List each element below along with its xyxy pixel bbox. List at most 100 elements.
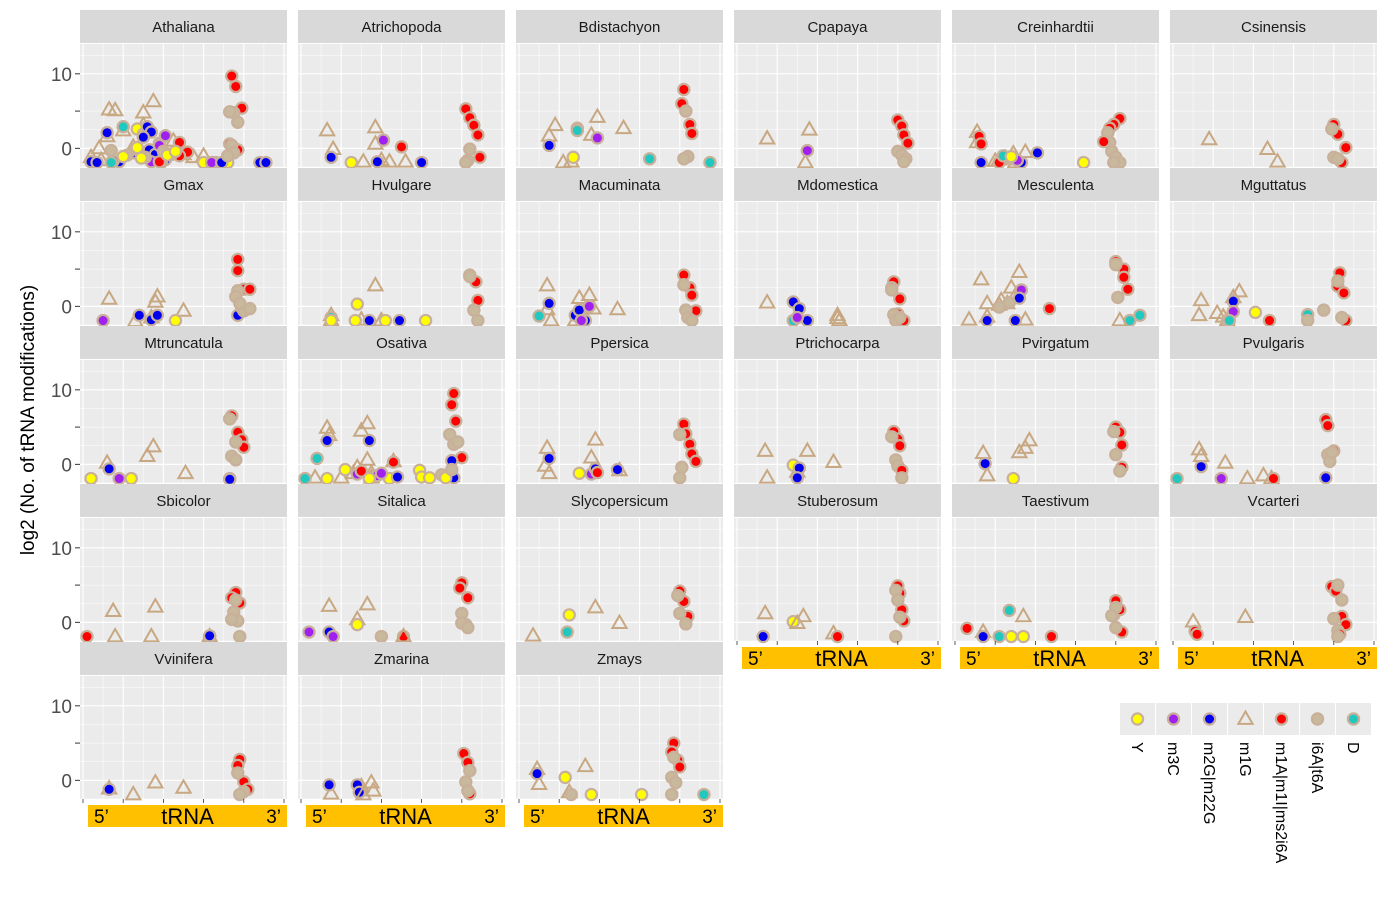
facet-strip <box>952 484 1159 517</box>
facet-title: Mtruncatula <box>144 335 223 352</box>
data-point-m1g <box>608 299 627 316</box>
data-point-m1g <box>960 310 978 326</box>
data-point-i6a <box>679 104 693 118</box>
data-point-m1g <box>144 91 163 108</box>
data-point-m1g <box>1216 453 1235 469</box>
facet-title: Osativa <box>376 335 428 352</box>
facet-slycopersicum: Slycopersicum <box>516 484 723 642</box>
data-point-i6a <box>673 606 687 621</box>
data-point-m1a <box>447 386 461 401</box>
data-point-m2g <box>202 629 217 643</box>
data-point-i6a <box>451 435 465 449</box>
facet-strip <box>1170 484 1377 517</box>
data-point-d <box>104 155 118 170</box>
y-tick-label: 10 <box>51 381 72 402</box>
data-point-y <box>378 313 393 328</box>
facet-title: Sitalica <box>377 493 426 510</box>
facet-mguttatus: Mguttatus <box>1170 168 1377 328</box>
facet-strip <box>298 484 505 517</box>
data-point-m1g <box>972 270 990 286</box>
data-point-m2g <box>102 462 116 476</box>
legend-label: m1G <box>1236 742 1253 777</box>
facet-strip <box>298 326 505 359</box>
data-point-y <box>84 471 98 486</box>
facet-sitalica: Sitalica <box>298 484 505 644</box>
data-point-m1g <box>1192 290 1210 307</box>
data-point-m1g <box>756 603 774 620</box>
data-point-m1g <box>142 627 161 643</box>
data-point-y <box>320 471 334 486</box>
data-point-i6a <box>677 152 691 166</box>
data-point-m1g <box>830 311 849 327</box>
data-point-d <box>298 471 312 486</box>
data-point-y <box>324 313 338 328</box>
data-point-m1g <box>174 301 193 317</box>
data-point-i6a <box>463 269 477 284</box>
data-point-m1a <box>677 82 691 97</box>
facet-title: Cpapaya <box>807 19 868 36</box>
trna-bar <box>960 647 1159 669</box>
data-point-y <box>634 787 649 802</box>
facet-title: Bdistachyon <box>579 19 661 36</box>
data-point-m1g <box>788 613 807 629</box>
data-point-m2g <box>542 296 556 311</box>
data-point-m1g <box>758 129 777 145</box>
trna-3prime-label: 3’ <box>484 807 499 828</box>
facet-atrichopoda: Atrichopoda <box>298 10 505 170</box>
data-point-m1g <box>1016 438 1035 454</box>
data-point-i6a <box>445 462 459 477</box>
facet-title: Mguttatus <box>1241 177 1307 194</box>
data-point-m1a <box>461 591 475 605</box>
data-point-i6a <box>1325 122 1339 136</box>
data-point-i6a <box>673 427 687 442</box>
data-point-m1g <box>978 466 997 482</box>
data-point-m1g <box>1208 303 1227 319</box>
facet-bdistachyon: Bdistachyon <box>516 10 723 170</box>
facet-title: Stuberosum <box>797 493 878 510</box>
trna-label: tRNA <box>161 804 214 829</box>
data-point-m2g <box>1319 471 1333 485</box>
data-point-m1g <box>758 293 777 309</box>
data-point-m1a <box>1115 438 1129 452</box>
data-point-m3c <box>376 133 391 147</box>
data-point-i6a <box>225 612 239 627</box>
y-tick-label: 0 <box>61 771 72 792</box>
trna-5prime-label: 5’ <box>94 807 109 828</box>
data-point-m1g <box>306 468 324 484</box>
data-point-i6a <box>891 593 905 607</box>
data-point-m1g <box>586 597 605 614</box>
data-point-i6a <box>1111 290 1125 305</box>
data-point-d <box>1170 471 1184 486</box>
data-point-m1g <box>366 275 385 292</box>
data-point-m1g <box>570 288 589 305</box>
facet-title: Creinhardtii <box>1017 19 1094 36</box>
data-point-i6a <box>889 629 903 644</box>
facet-panels: Athaliana 10 0 Atrichopoda Bdistachyon Cpapay… <box>51 10 1377 829</box>
facet-strip <box>734 168 941 201</box>
data-point-m1g <box>332 468 351 484</box>
data-point-m1g <box>530 774 548 790</box>
legend-key-m2g <box>1202 712 1217 726</box>
data-point-m1g <box>1010 442 1029 459</box>
y-tick-label: 10 <box>51 539 72 560</box>
data-point-y <box>130 140 144 155</box>
data-point-y <box>344 155 358 170</box>
data-point-m1a <box>1044 629 1059 644</box>
data-point-d <box>1222 313 1236 328</box>
facet-title: Taestivum <box>1022 493 1090 510</box>
facet-title: Pvulgaris <box>1243 335 1305 352</box>
data-point-m2g <box>976 629 990 644</box>
trna-bar <box>742 647 941 669</box>
facet-sbicolor: Sbicolor 10 0 <box>51 484 287 644</box>
data-point-m1g <box>1236 607 1255 624</box>
facet-ppersica: Ppersica <box>516 326 723 485</box>
data-point-y <box>124 471 138 486</box>
data-point-m1g <box>394 627 413 643</box>
data-point-m1a <box>354 464 368 478</box>
data-point-i6a <box>231 766 245 780</box>
data-point-m3c <box>96 313 110 328</box>
data-point-m2g <box>102 782 116 797</box>
data-point-d <box>992 629 1006 644</box>
legend-key-bg <box>1228 703 1263 735</box>
